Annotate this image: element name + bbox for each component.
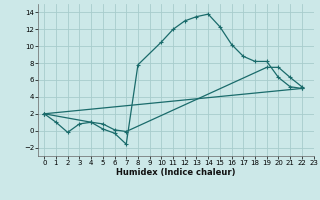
X-axis label: Humidex (Indice chaleur): Humidex (Indice chaleur) [116,168,236,177]
